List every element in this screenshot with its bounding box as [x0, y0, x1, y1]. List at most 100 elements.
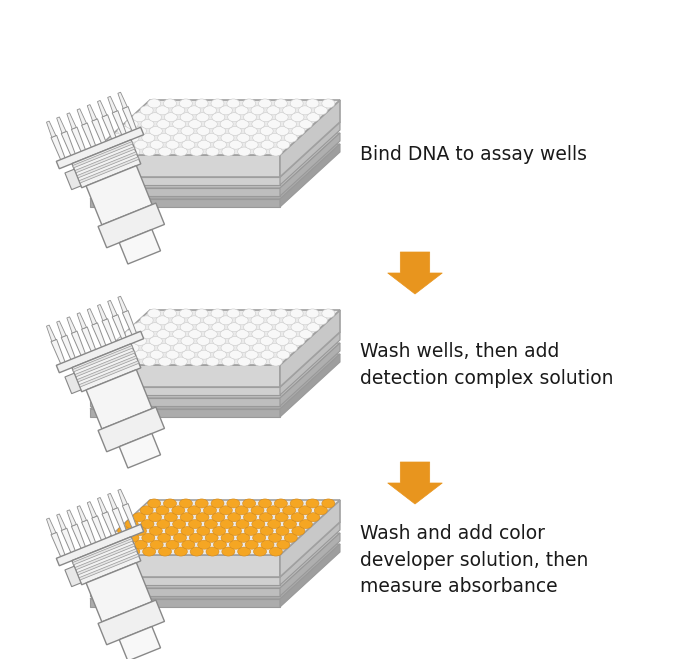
Ellipse shape	[251, 316, 264, 325]
Ellipse shape	[275, 113, 288, 122]
Polygon shape	[280, 500, 340, 577]
Ellipse shape	[142, 343, 155, 353]
Ellipse shape	[222, 147, 235, 156]
Polygon shape	[97, 304, 107, 321]
Ellipse shape	[269, 343, 281, 353]
Ellipse shape	[252, 133, 266, 142]
Ellipse shape	[238, 147, 250, 156]
Polygon shape	[77, 549, 137, 575]
Ellipse shape	[125, 119, 138, 129]
Ellipse shape	[164, 113, 178, 122]
Ellipse shape	[189, 133, 202, 142]
Ellipse shape	[95, 147, 108, 156]
Ellipse shape	[236, 119, 249, 129]
Ellipse shape	[149, 337, 162, 345]
Ellipse shape	[174, 357, 188, 366]
Ellipse shape	[134, 140, 147, 149]
Ellipse shape	[172, 316, 185, 325]
Ellipse shape	[213, 540, 227, 549]
Ellipse shape	[196, 323, 209, 331]
Polygon shape	[119, 434, 161, 468]
Polygon shape	[51, 135, 66, 163]
Ellipse shape	[166, 350, 179, 359]
Ellipse shape	[235, 106, 248, 115]
Ellipse shape	[269, 147, 282, 156]
Ellipse shape	[165, 127, 178, 136]
Ellipse shape	[206, 357, 219, 366]
Polygon shape	[280, 100, 340, 177]
Polygon shape	[73, 345, 133, 372]
Polygon shape	[280, 544, 340, 607]
Ellipse shape	[284, 343, 297, 353]
Ellipse shape	[190, 547, 203, 556]
Polygon shape	[86, 563, 152, 622]
Ellipse shape	[142, 133, 155, 142]
Ellipse shape	[140, 316, 153, 325]
Ellipse shape	[173, 119, 186, 129]
Ellipse shape	[275, 513, 288, 522]
Ellipse shape	[227, 513, 241, 522]
Polygon shape	[102, 319, 117, 347]
Polygon shape	[108, 96, 117, 113]
Polygon shape	[280, 533, 340, 596]
Polygon shape	[87, 105, 97, 121]
Ellipse shape	[269, 533, 281, 542]
Ellipse shape	[180, 309, 192, 318]
Ellipse shape	[299, 519, 313, 529]
Ellipse shape	[195, 309, 208, 318]
Ellipse shape	[134, 337, 146, 345]
Polygon shape	[92, 323, 107, 351]
Ellipse shape	[126, 133, 139, 142]
Ellipse shape	[227, 499, 240, 508]
Polygon shape	[57, 514, 66, 530]
Ellipse shape	[140, 506, 153, 515]
Polygon shape	[79, 157, 139, 183]
Polygon shape	[90, 122, 340, 177]
Polygon shape	[90, 398, 280, 406]
Ellipse shape	[276, 337, 289, 345]
Ellipse shape	[134, 350, 147, 359]
Ellipse shape	[230, 350, 242, 359]
Ellipse shape	[222, 357, 235, 366]
Ellipse shape	[117, 337, 131, 345]
Ellipse shape	[284, 519, 296, 529]
Ellipse shape	[180, 113, 193, 122]
Ellipse shape	[291, 323, 304, 331]
Polygon shape	[280, 144, 340, 207]
Ellipse shape	[306, 499, 319, 508]
Ellipse shape	[237, 343, 250, 353]
Ellipse shape	[221, 343, 234, 353]
Ellipse shape	[174, 147, 188, 156]
Ellipse shape	[156, 506, 169, 515]
Ellipse shape	[205, 133, 218, 142]
Ellipse shape	[261, 140, 274, 149]
Ellipse shape	[206, 547, 219, 556]
Polygon shape	[92, 516, 107, 544]
Ellipse shape	[252, 119, 265, 129]
Ellipse shape	[142, 547, 156, 556]
Ellipse shape	[165, 527, 178, 535]
Ellipse shape	[213, 127, 225, 136]
Ellipse shape	[245, 140, 258, 149]
Ellipse shape	[150, 540, 163, 549]
Ellipse shape	[283, 506, 296, 515]
Ellipse shape	[307, 323, 320, 331]
Ellipse shape	[205, 519, 217, 529]
Ellipse shape	[149, 527, 162, 535]
Polygon shape	[90, 365, 280, 387]
Ellipse shape	[230, 540, 242, 549]
Ellipse shape	[126, 533, 139, 542]
Ellipse shape	[111, 547, 124, 556]
Ellipse shape	[236, 330, 249, 339]
Ellipse shape	[188, 506, 200, 515]
Ellipse shape	[229, 337, 242, 345]
Ellipse shape	[290, 499, 303, 508]
Ellipse shape	[268, 330, 281, 339]
Ellipse shape	[163, 499, 176, 508]
Ellipse shape	[283, 106, 296, 115]
Polygon shape	[47, 121, 56, 137]
Ellipse shape	[196, 113, 209, 122]
Ellipse shape	[103, 350, 115, 359]
Polygon shape	[119, 229, 161, 264]
Ellipse shape	[238, 547, 250, 556]
